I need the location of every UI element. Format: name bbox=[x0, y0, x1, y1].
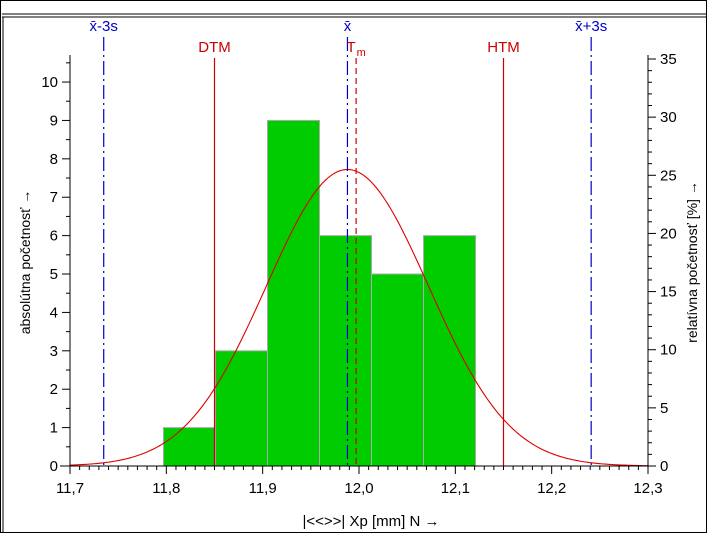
y-left-tick-label: 9 bbox=[50, 112, 58, 129]
y-right-tick-label: 30 bbox=[660, 109, 677, 126]
histogram-bar-3 bbox=[266, 119, 321, 467]
histogram-bar-4 bbox=[319, 235, 373, 467]
y-left-tick-label: 3 bbox=[50, 343, 58, 360]
x-tick-label: 11,8 bbox=[152, 480, 180, 497]
ref-label-mean: x̄ bbox=[344, 18, 352, 35]
y-left-tick-label: 4 bbox=[50, 304, 58, 321]
x-tick-label: 12,3 bbox=[633, 480, 662, 497]
normal-distribution-curve bbox=[69, 168, 649, 467]
x-axis-label: |<<>>| Xp [mm] N → bbox=[302, 513, 439, 530]
ref-label-htm: HTM bbox=[487, 39, 520, 56]
y-right-tick-label: 5 bbox=[660, 400, 668, 417]
histogram-bar-6 bbox=[423, 235, 477, 467]
ref-label-dtm: DTM bbox=[198, 39, 231, 56]
y-right-tick-label: 25 bbox=[660, 167, 677, 184]
y-left-tick-label: 6 bbox=[50, 228, 58, 245]
y-right-tick-label: 35 bbox=[660, 51, 677, 68]
ref-label-plus3s: x̄+3s bbox=[575, 18, 607, 35]
histogram-bar-1 bbox=[162, 427, 216, 467]
x-tick-label: 12,0 bbox=[344, 480, 373, 497]
y-left-tick-label: 10 bbox=[41, 74, 58, 91]
y-left-tick-label: 0 bbox=[50, 458, 58, 475]
x-tick-label: 12,1 bbox=[441, 480, 470, 497]
bars-layer bbox=[162, 119, 477, 467]
y-right-tick-label: 20 bbox=[660, 225, 677, 242]
y-axis-left-label: absolútna početnosť → bbox=[17, 190, 33, 335]
axes-layer: 11,7 11,8 11,9 12,0 12,1 12,2 12,3 0 1 2 3 4 5 6 7 8 9 10… bbox=[41, 51, 676, 497]
y-left-tick-label: 2 bbox=[50, 381, 58, 398]
y-right-tick-label: 15 bbox=[660, 284, 677, 301]
y-right-tick-label: 10 bbox=[660, 342, 677, 359]
histogram-bar-5 bbox=[371, 273, 425, 467]
y-left-tick-label: 7 bbox=[50, 189, 58, 206]
y-axis-right-label: relatívna početnosť [%] → bbox=[684, 181, 700, 343]
y-right-tick-label: 0 bbox=[660, 458, 668, 475]
y-left-tick-label: 5 bbox=[50, 266, 58, 283]
x-tick-label: 12,2 bbox=[537, 480, 566, 497]
x-tick-label: 11,9 bbox=[249, 480, 277, 497]
ref-label-minus3s: x̄-3s bbox=[90, 18, 118, 35]
curve-layer bbox=[69, 168, 649, 467]
y-left-tick-label: 8 bbox=[50, 151, 58, 168]
x-tick-label: 11,7 bbox=[56, 480, 84, 497]
y-left-tick-label: 1 bbox=[50, 420, 58, 437]
histogram-bar-2 bbox=[214, 350, 268, 467]
